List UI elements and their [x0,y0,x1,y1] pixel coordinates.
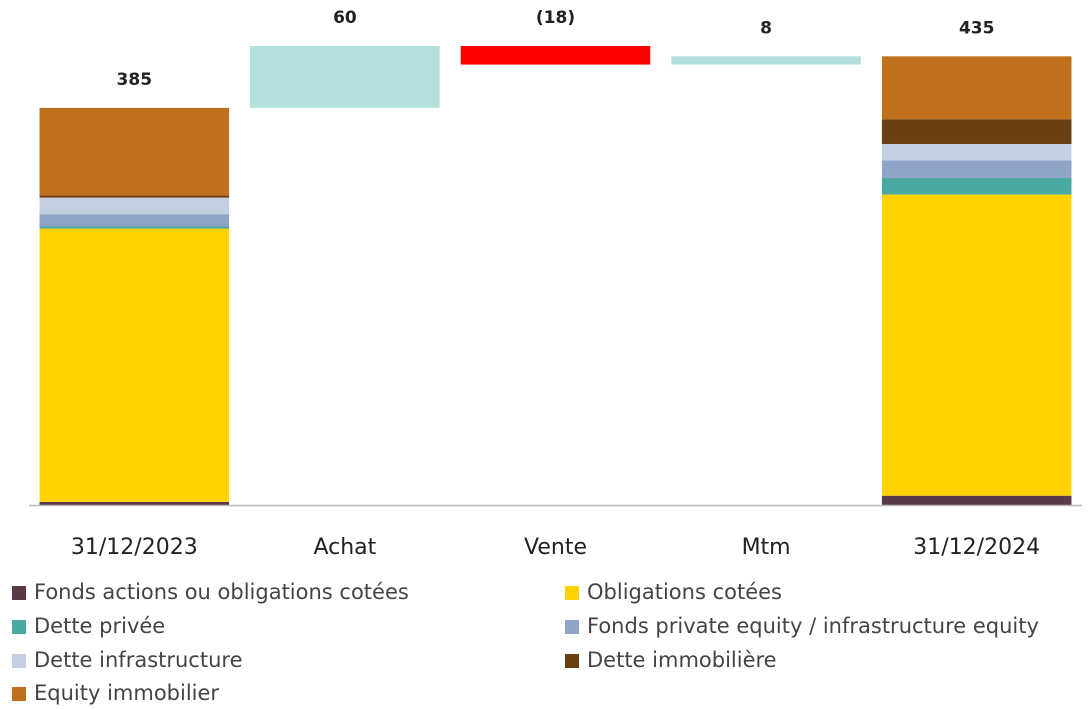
legend-label: Dette privée [34,614,165,638]
value-label: 435 [959,18,995,38]
legend-label: Dette infrastructure [34,648,243,672]
legend-swatch [12,654,26,668]
value-label: (18) [536,8,575,28]
x-tick-label: Achat [313,535,376,560]
x-tick-label: Mtm [742,535,791,560]
bar-segment [39,197,230,215]
step-bar [250,46,440,108]
step-bar [671,56,861,65]
x-tick-label: 31/12/2023 [71,535,198,560]
legend-swatch [565,620,579,634]
bar-segment [881,194,1072,496]
legend-label: Dette immobilière [587,648,777,672]
value-label: 60 [333,8,357,28]
bar-segment [39,214,230,227]
bar-segment [881,160,1072,179]
legend-label: Fonds actions ou obligations cotées [34,580,409,604]
legend-swatch [12,687,26,701]
x-tick-label: Vente [524,535,587,560]
legend-label: Obligations cotées [587,580,782,604]
bar-segment [881,56,1072,120]
bar-segment [881,495,1072,505]
bar-segment [39,107,230,196]
legend-swatch [12,620,26,634]
legend-label: Equity immobilier [34,681,219,705]
bar-segment [881,178,1072,195]
legend-swatch [12,586,26,600]
bar-segment [39,195,230,198]
value-label: 385 [117,70,153,90]
legend-swatch [565,654,579,668]
bar-segment [39,501,230,505]
legend-swatch [565,586,579,600]
bar-segment [881,119,1072,144]
bar-segment [881,143,1072,161]
bar-segment [39,228,230,502]
step-bar [460,46,651,65]
value-label: 8 [760,18,772,38]
legend-label: Fonds private equity / infrastructure eq… [587,614,1039,638]
bar-segment [39,226,230,229]
x-tick-label: 31/12/2024 [913,535,1040,560]
